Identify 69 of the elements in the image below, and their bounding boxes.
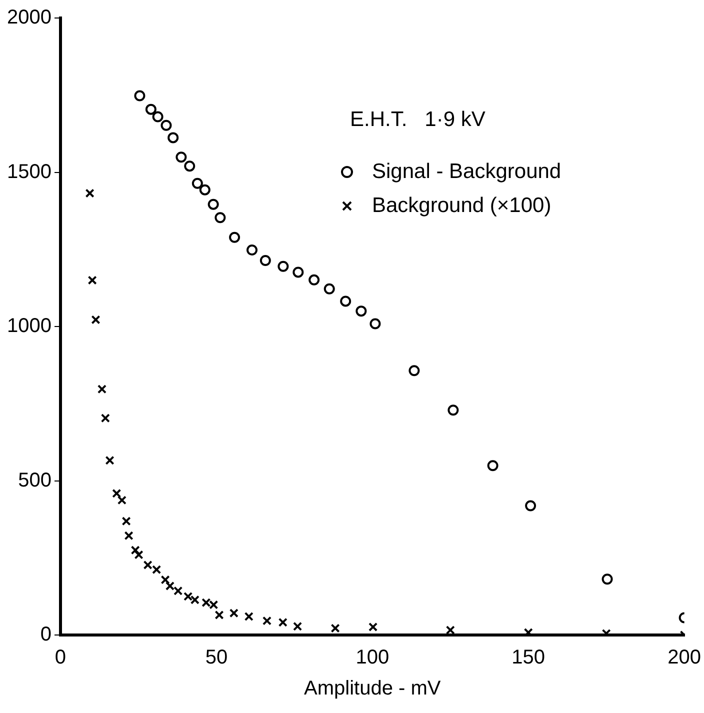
point	[370, 318, 381, 330]
point	[525, 500, 536, 512]
point	[112, 488, 122, 498]
point	[174, 586, 183, 596]
point	[176, 152, 187, 163]
point	[229, 232, 240, 243]
point	[117, 496, 126, 505]
point	[152, 111, 164, 122]
point	[85, 188, 94, 198]
y-tick-label: 1500	[6, 160, 52, 183]
point	[308, 274, 320, 286]
point	[88, 276, 97, 285]
point	[262, 616, 272, 626]
y-tick-label: 2000	[6, 6, 52, 29]
point	[214, 212, 226, 224]
point	[209, 600, 218, 610]
x-tick-label: 50	[205, 646, 228, 669]
point	[487, 460, 498, 472]
x-tick-label: 0	[54, 646, 66, 669]
point	[143, 560, 152, 570]
point	[408, 365, 420, 376]
point	[293, 622, 302, 631]
point	[246, 244, 258, 256]
point	[168, 132, 179, 144]
legend-label: Signal - Background	[372, 160, 562, 184]
point	[229, 608, 238, 618]
y-tick-label: 1000	[6, 315, 52, 338]
point	[160, 575, 170, 584]
point	[152, 565, 162, 574]
point	[184, 592, 193, 601]
point	[130, 546, 140, 555]
point	[214, 610, 224, 620]
x-tick-label: 200	[668, 646, 702, 669]
x-axis-title: Amplitude - mV	[304, 678, 442, 700]
point	[368, 622, 378, 632]
point	[292, 266, 304, 278]
point	[190, 595, 200, 604]
point	[105, 456, 114, 465]
point	[145, 104, 156, 115]
point	[356, 306, 367, 317]
point	[122, 516, 131, 526]
point	[199, 184, 210, 196]
point	[160, 120, 172, 131]
y-tick-label: 0	[40, 624, 52, 646]
point	[324, 283, 335, 294]
point	[340, 296, 352, 307]
point	[602, 574, 613, 585]
x-tick-label: 150	[512, 646, 546, 669]
point	[448, 404, 459, 416]
point	[244, 612, 254, 622]
point	[165, 581, 175, 590]
point	[91, 315, 100, 324]
point	[124, 531, 134, 540]
legend-label: Background (×100)	[372, 194, 552, 218]
point	[330, 624, 340, 633]
point	[134, 90, 146, 102]
point	[202, 598, 211, 608]
point	[208, 198, 219, 210]
point	[184, 160, 196, 172]
point	[278, 260, 289, 272]
point	[278, 618, 288, 627]
x-tick-label: 100	[356, 646, 390, 669]
annotation: E.H.T. 1·9 kV	[350, 108, 486, 132]
point	[260, 254, 271, 266]
y-tick-label: 500	[18, 469, 52, 492]
point	[134, 550, 144, 560]
point	[100, 414, 110, 423]
point	[97, 384, 107, 394]
point	[192, 178, 203, 189]
